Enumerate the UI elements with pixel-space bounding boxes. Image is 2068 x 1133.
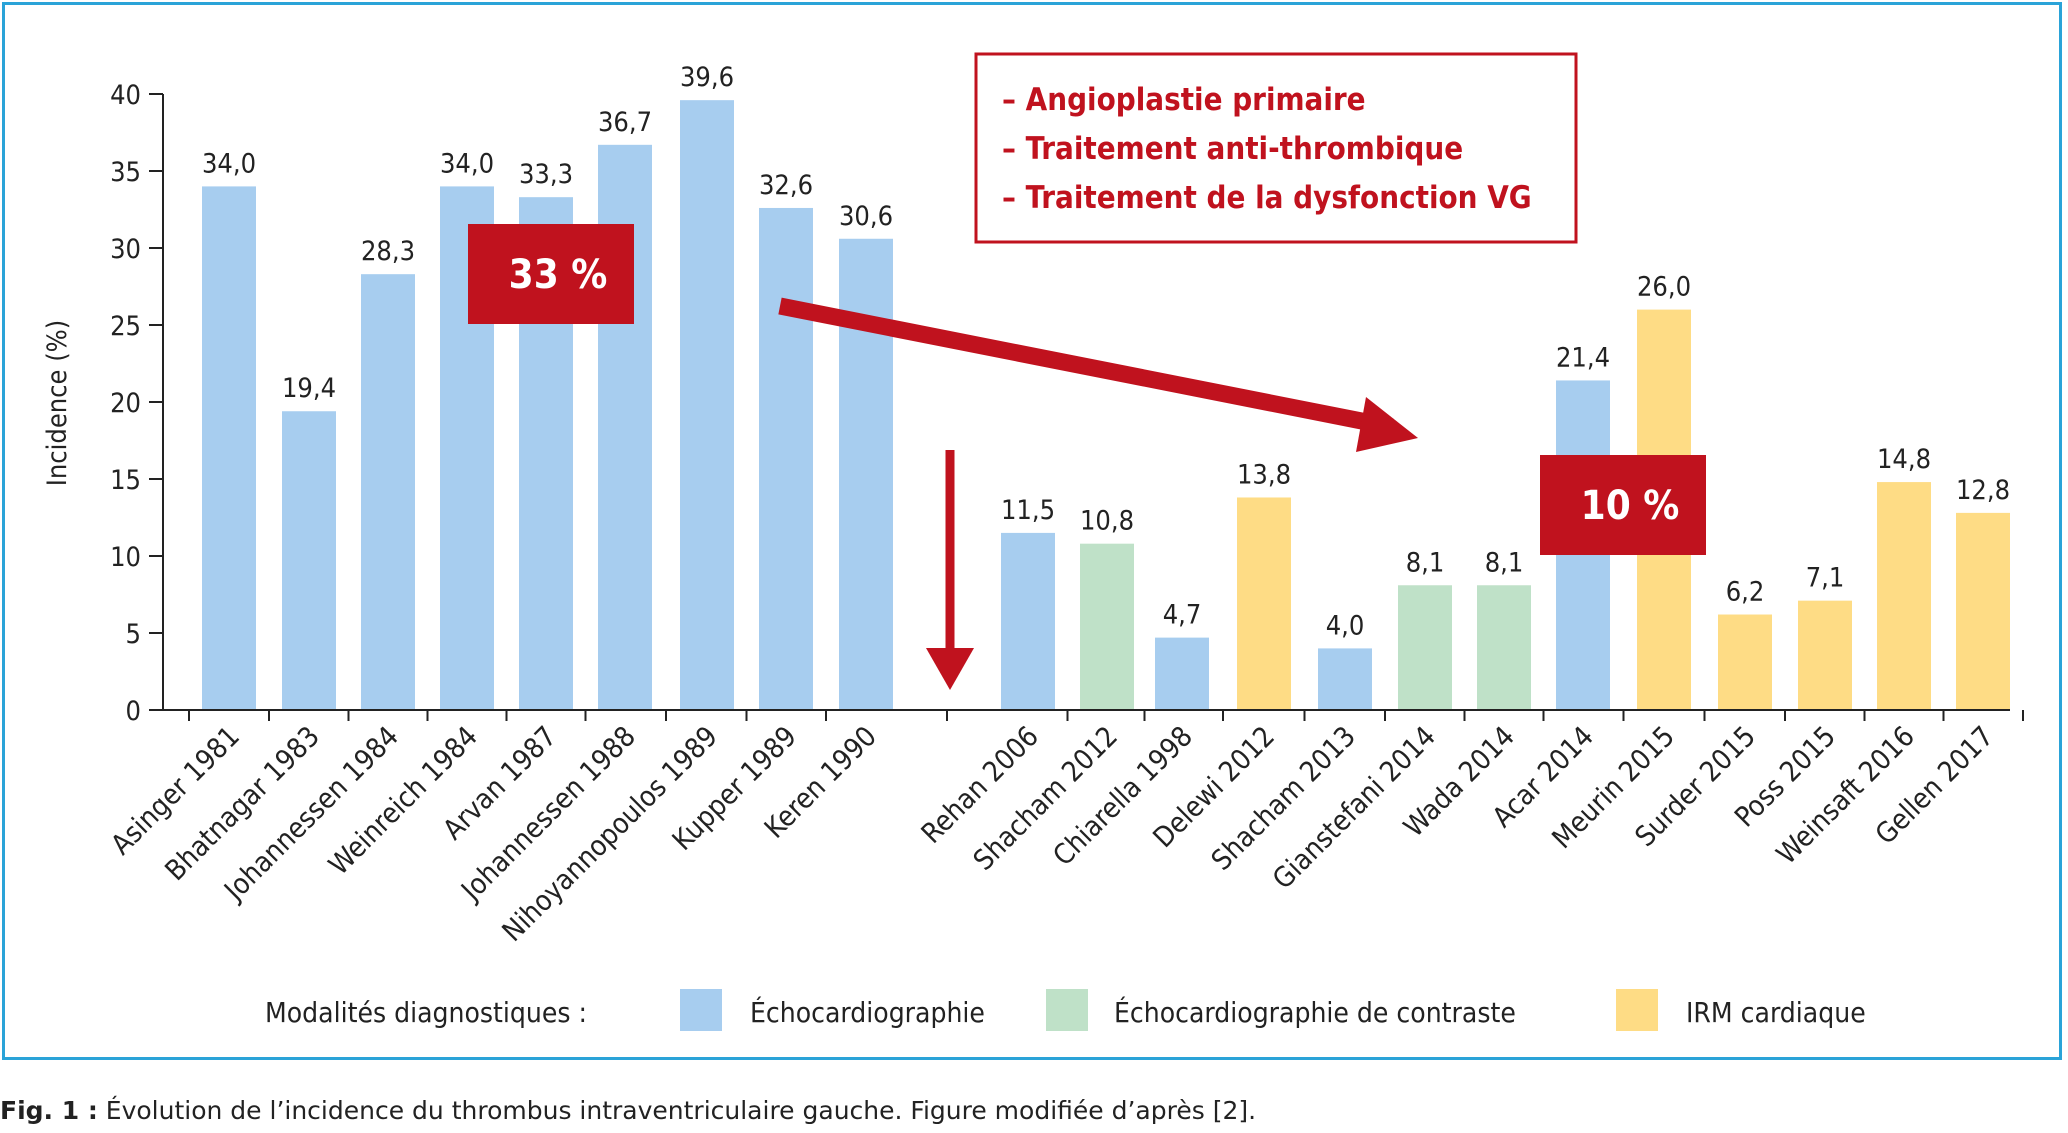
figure-frame (2, 2, 2062, 1060)
value-label: 30,6 (839, 201, 893, 232)
trend-arrow-line (778, 297, 1394, 436)
before-badge (468, 224, 634, 324)
bar (202, 186, 256, 710)
factor-item: – Traitement anti-thrombique (1002, 131, 1463, 167)
bar (1956, 512, 2010, 710)
value-label: 34,0 (440, 148, 494, 179)
bar (1718, 614, 1772, 710)
bar (361, 274, 415, 710)
legend-title: Modalités diagnostiques : (265, 996, 587, 1029)
x-tick-label: Shacham 2013 (1205, 720, 1362, 877)
value-label: 10,8 (1080, 506, 1134, 537)
y-tick-label: 30 (110, 234, 141, 265)
value-label: 7,1 (1806, 563, 1845, 594)
y-tick-label: 0 (126, 696, 141, 727)
bar (282, 411, 336, 710)
value-label: 28,3 (361, 236, 415, 267)
bar (1155, 637, 1209, 710)
legend-swatch-irm (1616, 989, 1658, 1031)
bar (1398, 585, 1452, 710)
legend-label-echo: Échocardiographie (750, 995, 985, 1029)
bar (1798, 600, 1852, 710)
legend-label-contrast: Échocardiographie de contraste (1114, 995, 1516, 1029)
bar (1877, 482, 1931, 710)
value-label: 14,8 (1877, 444, 1931, 475)
y-tick-label: 40 (110, 80, 141, 111)
value-label: 33,3 (519, 159, 573, 190)
value-label: 36,7 (598, 107, 652, 138)
after-badge (1540, 455, 1706, 555)
value-label: 19,4 (282, 373, 336, 404)
bar (1001, 532, 1055, 710)
x-tick-label: Weinsaft 2016 (1770, 720, 1921, 871)
legend-label-irm: IRM cardiaque (1686, 996, 1866, 1029)
bar (1237, 497, 1291, 710)
y-tick-label: 5 (126, 619, 141, 650)
before-badge-label: 33 % (509, 252, 608, 298)
value-label: 13,8 (1237, 459, 1291, 490)
bar (1477, 585, 1531, 710)
value-label: 6,2 (1726, 577, 1765, 608)
value-label: 8,1 (1406, 547, 1445, 578)
value-label: 8,1 (1485, 547, 1524, 578)
y-tick-label: 20 (110, 388, 141, 419)
bar (680, 100, 734, 710)
value-label: 39,6 (680, 62, 734, 93)
value-label: 32,6 (759, 170, 813, 201)
bar (839, 238, 893, 710)
legend-swatch-contrast (1046, 989, 1088, 1031)
value-label: 4,0 (1326, 610, 1365, 641)
value-label: 21,4 (1556, 342, 1610, 373)
y-tick-label: 25 (110, 311, 141, 342)
bar (1318, 648, 1372, 710)
trend-arrow-head (1356, 397, 1418, 452)
y-axis-title: Incidence (%) (42, 320, 73, 487)
value-label: 11,5 (1001, 495, 1055, 526)
y-tick-label: 10 (110, 542, 141, 573)
caption-label: Fig. 1 : (0, 1096, 98, 1125)
down-arrow-head (926, 648, 974, 690)
value-label: 26,0 (1637, 272, 1691, 303)
y-tick-label: 35 (110, 157, 141, 188)
bar (1080, 543, 1134, 710)
y-tick-label: 15 (110, 465, 141, 496)
bar (759, 207, 813, 710)
after-badge-label: 10 % (1581, 483, 1680, 529)
factor-item: – Angioplastie primaire (1002, 82, 1366, 118)
figure-caption: Fig. 1 : Évolution de l’incidence du thr… (0, 1096, 1256, 1125)
caption-text: Évolution de l’incidence du thrombus int… (97, 1096, 1257, 1125)
factors-box (974, 52, 1578, 244)
legend-swatch-echo (680, 989, 722, 1031)
factor-item: – Traitement de la dysfonction VG (1002, 180, 1532, 216)
value-label: 34,0 (202, 148, 256, 179)
value-label: 4,7 (1163, 600, 1202, 631)
value-label: 12,8 (1956, 475, 2010, 506)
